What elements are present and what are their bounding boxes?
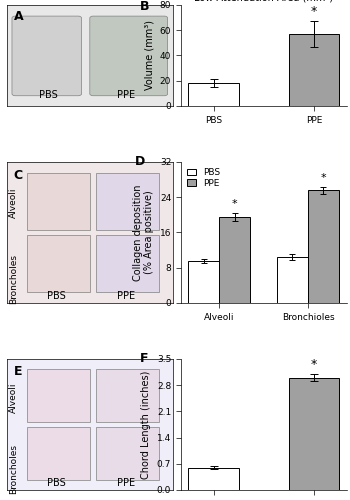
- Bar: [308, 190, 339, 303]
- Text: PPE: PPE: [117, 478, 135, 488]
- FancyBboxPatch shape: [90, 16, 168, 96]
- Y-axis label: Collagen deposition
(% Area positive): Collagen deposition (% Area positive): [133, 184, 154, 280]
- Text: *: *: [232, 199, 238, 209]
- Bar: [188, 83, 239, 106]
- Bar: [289, 378, 339, 490]
- Text: PBS: PBS: [47, 290, 66, 300]
- FancyBboxPatch shape: [97, 370, 159, 422]
- Text: C: C: [14, 169, 23, 182]
- FancyBboxPatch shape: [12, 16, 82, 96]
- Text: Broncholes: Broncholes: [9, 444, 18, 494]
- Text: *: *: [311, 4, 317, 18]
- Bar: [277, 256, 308, 303]
- Bar: [188, 468, 239, 490]
- FancyBboxPatch shape: [27, 173, 90, 230]
- Legend: PBS, PPE: PBS, PPE: [186, 166, 222, 190]
- Text: PPE: PPE: [117, 290, 135, 300]
- Text: A: A: [14, 10, 23, 23]
- Text: Alveoli: Alveoli: [9, 187, 18, 218]
- Text: PPE: PPE: [117, 90, 135, 100]
- Title: Low Attenuation Area (mm³): Low Attenuation Area (mm³): [194, 0, 333, 3]
- FancyBboxPatch shape: [27, 427, 90, 480]
- Text: PBS: PBS: [39, 90, 58, 100]
- FancyBboxPatch shape: [27, 370, 90, 422]
- Text: Alveoli: Alveoli: [9, 382, 18, 413]
- Bar: [289, 34, 339, 106]
- Bar: [188, 261, 219, 303]
- Text: B: B: [140, 0, 149, 13]
- Y-axis label: Chord Length (inches): Chord Length (inches): [141, 370, 151, 478]
- FancyBboxPatch shape: [97, 427, 159, 480]
- FancyBboxPatch shape: [27, 235, 90, 292]
- Text: *: *: [311, 358, 317, 371]
- Bar: [219, 217, 250, 303]
- FancyBboxPatch shape: [97, 235, 159, 292]
- FancyBboxPatch shape: [97, 173, 159, 230]
- Text: D: D: [134, 154, 145, 168]
- Text: F: F: [140, 352, 148, 366]
- Text: PBS: PBS: [47, 478, 66, 488]
- Text: Broncholes: Broncholes: [9, 254, 18, 304]
- Text: E: E: [14, 366, 22, 378]
- Y-axis label: Volume (mm³): Volume (mm³): [144, 20, 154, 90]
- Text: *: *: [321, 174, 326, 184]
